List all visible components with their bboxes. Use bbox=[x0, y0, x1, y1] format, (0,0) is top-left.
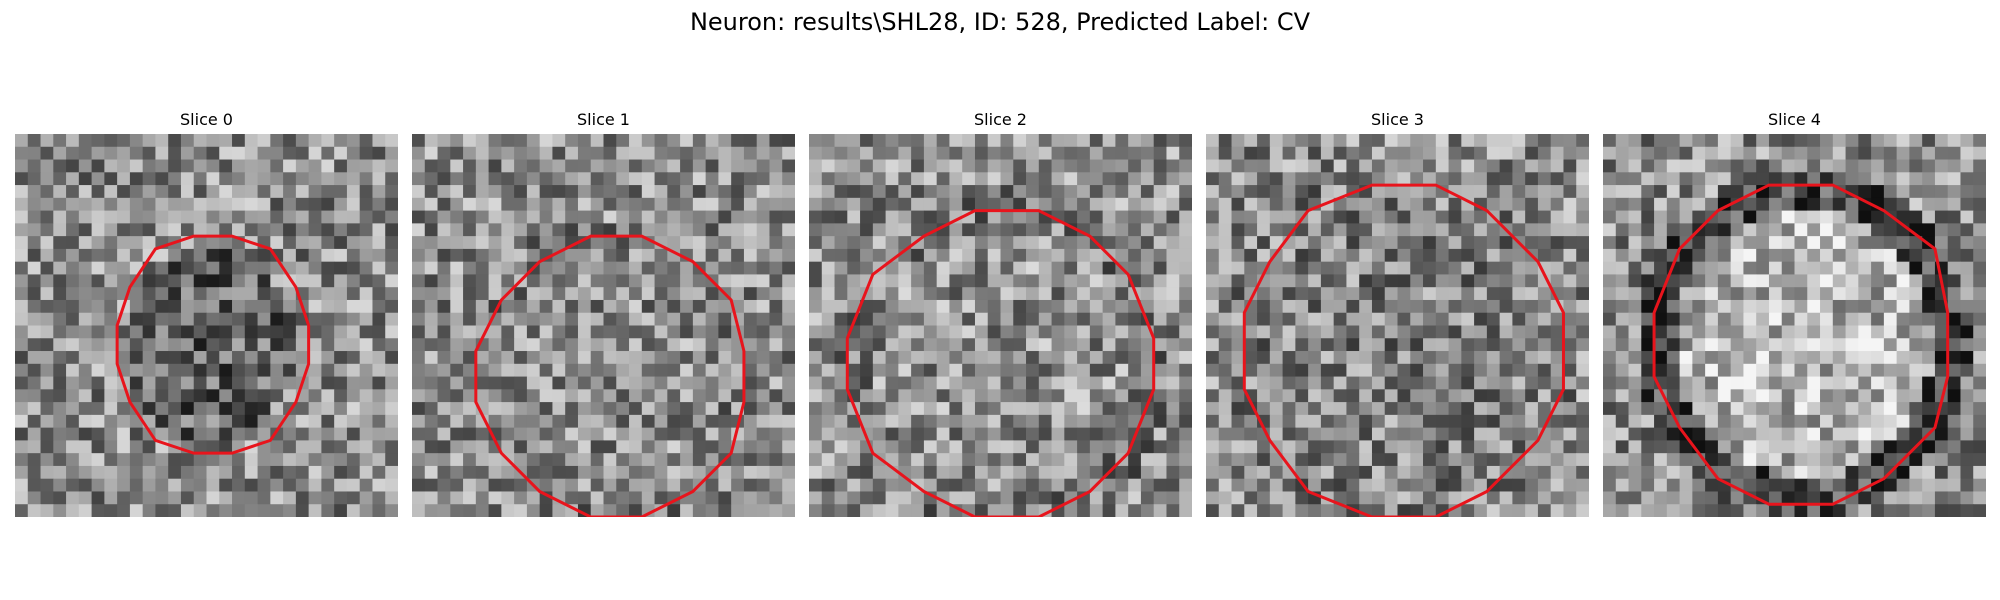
roi-contour bbox=[474, 234, 746, 517]
figure-title: Neuron: results\SHL28, ID: 528, Predicte… bbox=[689, 8, 1311, 36]
slice-image bbox=[412, 134, 795, 517]
slice-title: Slice 2 bbox=[974, 110, 1027, 129]
slice-image bbox=[15, 134, 398, 517]
pixel-grid bbox=[412, 134, 795, 517]
slice-panel-2: Slice 2 bbox=[809, 106, 1192, 518]
roi-contour bbox=[115, 234, 311, 455]
slice-image bbox=[1206, 134, 1589, 517]
slice-panel-3: Slice 3 bbox=[1206, 106, 1589, 518]
slice-panel-1: Slice 1 bbox=[412, 106, 795, 518]
slice-title: Slice 3 bbox=[1371, 110, 1424, 129]
roi-contour bbox=[845, 209, 1156, 517]
slice-panel-0: Slice 0 bbox=[15, 106, 398, 518]
pixel-grid bbox=[809, 134, 1192, 517]
pixel-grid bbox=[1603, 134, 1986, 517]
roi-contour bbox=[1242, 183, 1565, 517]
slice-title: Slice 4 bbox=[1768, 110, 1821, 129]
pixel-grid bbox=[1206, 134, 1589, 517]
slice-image bbox=[809, 134, 1192, 517]
slice-title: Slice 1 bbox=[577, 110, 630, 129]
slice-image bbox=[1603, 134, 1986, 517]
slice-title: Slice 0 bbox=[180, 110, 233, 129]
slice-panel-4: Slice 4 bbox=[1603, 106, 1986, 518]
pixel-grid bbox=[15, 134, 398, 517]
roi-contour bbox=[1652, 183, 1950, 506]
